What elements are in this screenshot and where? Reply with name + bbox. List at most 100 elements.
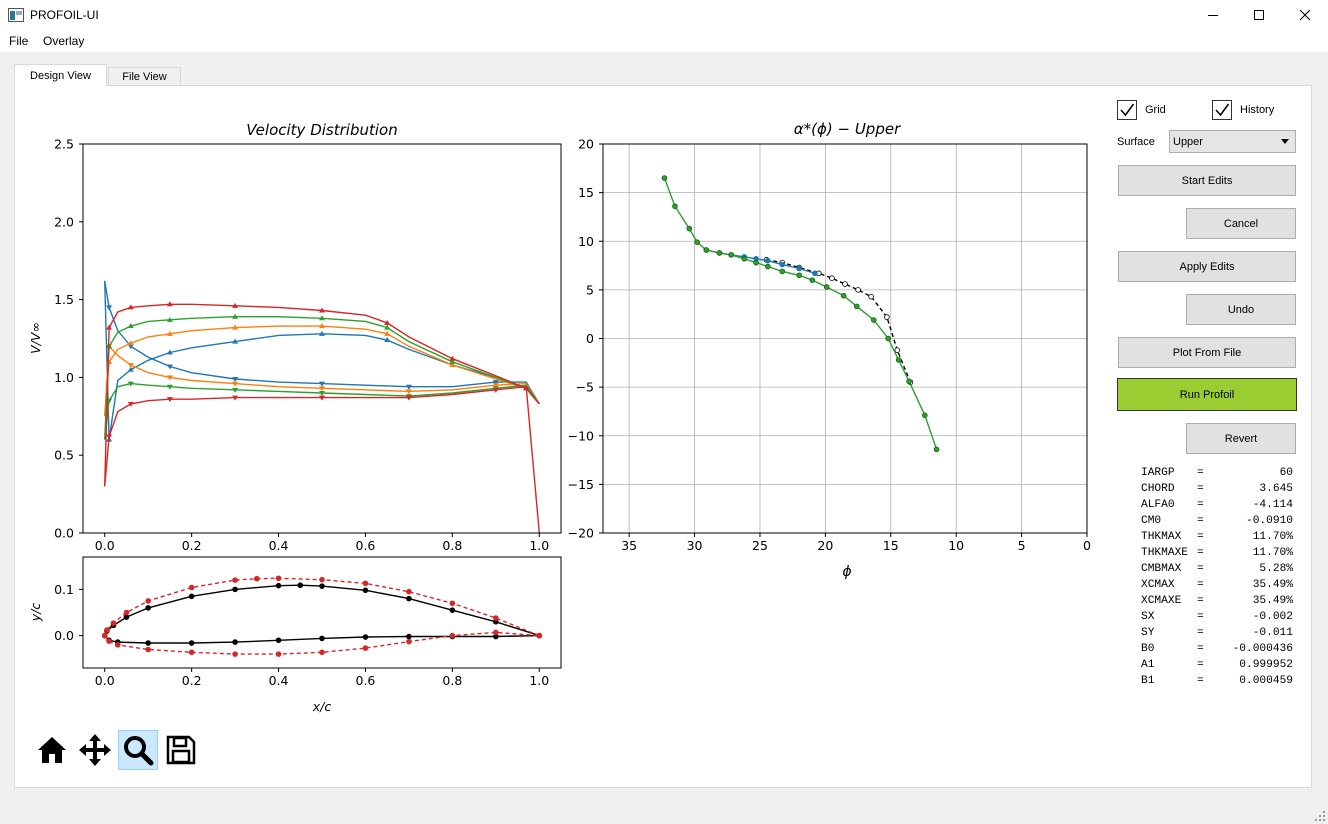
data-point <box>765 257 771 264</box>
data-point <box>829 275 835 282</box>
data-point <box>384 330 391 336</box>
resize-grip-icon[interactable] <box>1315 811 1325 821</box>
data-point <box>106 638 112 644</box>
alpha-xlabel: ϕ <box>842 564 851 580</box>
minimize-icon <box>1208 15 1218 16</box>
data-point <box>145 598 151 604</box>
zoom-button[interactable] <box>118 730 158 770</box>
data-point <box>127 381 134 387</box>
stat-equals: = <box>1197 675 1204 687</box>
data-point <box>232 387 239 393</box>
apply-edits-button[interactable]: Apply Edits <box>1118 251 1296 282</box>
data-point <box>796 272 803 279</box>
series-line <box>104 344 540 417</box>
stat-key: SY <box>1141 627 1155 639</box>
stat-key: A1 <box>1141 659 1155 671</box>
data-point <box>384 337 391 343</box>
close-button[interactable] <box>1282 0 1328 30</box>
stat-key: XCMAX <box>1141 579 1175 591</box>
y-tick-label: 15 <box>578 185 594 200</box>
x-tick-label: 0 <box>1083 538 1091 553</box>
history-checkbox[interactable] <box>1212 100 1232 120</box>
stat-value: 60 <box>1279 467 1293 479</box>
velocity-series <box>104 280 540 534</box>
maximize-icon <box>1254 10 1264 20</box>
data-point <box>254 575 260 582</box>
menu-file[interactable]: File <box>9 34 29 48</box>
data-point <box>405 389 412 395</box>
save-figure-button[interactable] <box>161 730 201 770</box>
menu-overlay[interactable]: Overlay <box>43 34 85 48</box>
data-point <box>493 615 499 621</box>
y-tick-label: 10 <box>578 234 594 249</box>
stat-row: ALFA0 = -4.114 <box>1141 497 1293 513</box>
x-tick-label: 30 <box>687 538 703 553</box>
stat-row: CHORD = 3.645 <box>1141 481 1293 497</box>
plot-from-file-button[interactable]: Plot From File <box>1118 337 1296 368</box>
stat-key: THKMAXE <box>1141 547 1188 559</box>
design-view-pane <box>14 85 1312 788</box>
data-point <box>297 582 304 589</box>
series-line <box>104 325 540 417</box>
data-point <box>868 293 874 300</box>
cancel-button[interactable]: Cancel <box>1186 208 1296 239</box>
stat-key: ALFA0 <box>1141 499 1175 511</box>
undo-button[interactable]: Undo <box>1186 294 1296 325</box>
alpha-chart-title: α*(ϕ) − Upper <box>794 120 901 138</box>
grid-checkbox[interactable] <box>1117 100 1137 120</box>
home-icon <box>38 737 66 763</box>
x-tick-label: 5 <box>1018 538 1026 553</box>
data-point <box>319 583 325 589</box>
data-point <box>275 582 282 589</box>
stat-equals: = <box>1197 563 1204 575</box>
data-point <box>145 646 151 653</box>
data-point <box>232 302 239 308</box>
x-tick-label: 1.0 <box>529 673 549 688</box>
stat-key: CMBMAX <box>1141 563 1182 575</box>
data-point <box>275 651 282 657</box>
data-point <box>275 637 282 644</box>
x-tick-label: 0.6 <box>356 538 376 553</box>
home-button[interactable] <box>32 730 72 770</box>
airfoil-xlabel: x/c <box>312 699 332 714</box>
surface-label: Surface <box>1117 136 1155 148</box>
data-point <box>319 635 325 642</box>
run-profoil-button[interactable]: Run Profoil <box>1117 378 1297 411</box>
x-tick-label: 1.0 <box>529 538 549 553</box>
data-point <box>275 575 282 582</box>
data-point <box>232 651 238 657</box>
x-tick-label: 0.2 <box>182 673 202 688</box>
data-point <box>232 639 238 645</box>
data-point <box>406 595 412 602</box>
revert-button[interactable]: Revert <box>1186 423 1296 454</box>
data-point <box>188 593 195 600</box>
data-point <box>166 364 173 370</box>
data-point <box>127 401 134 407</box>
stat-value: 11.70% <box>1252 531 1293 543</box>
x-tick-label: 0.6 <box>356 673 376 688</box>
series-line <box>766 259 912 383</box>
stat-equals: = <box>1197 659 1204 671</box>
stat-key: SX <box>1141 611 1155 623</box>
tab-file-view[interactable]: File View <box>108 67 181 86</box>
menu-bar: File Overlay <box>0 30 1328 52</box>
data-point <box>166 349 173 355</box>
maximize-button[interactable] <box>1236 0 1282 30</box>
data-point <box>319 386 325 392</box>
y-tick-label: 5 <box>586 282 594 297</box>
data-point <box>661 175 668 181</box>
pan-button[interactable] <box>75 730 115 770</box>
stat-row: CMBMAX = 5.28% <box>1141 561 1293 577</box>
start-edits-button[interactable]: Start Edits <box>1118 165 1296 196</box>
data-point <box>933 446 940 453</box>
surface-select[interactable]: Upper <box>1169 130 1296 153</box>
minimize-button[interactable] <box>1190 0 1236 30</box>
stat-row: THKMAX = 11.70% <box>1141 529 1293 545</box>
surface-value: Upper <box>1173 136 1203 148</box>
x-tick-label: 10 <box>948 538 964 553</box>
tab-design-view[interactable]: Design View <box>14 64 107 86</box>
save-icon <box>166 735 196 765</box>
y-tick-label: −20 <box>568 526 594 541</box>
data-point <box>319 390 325 396</box>
